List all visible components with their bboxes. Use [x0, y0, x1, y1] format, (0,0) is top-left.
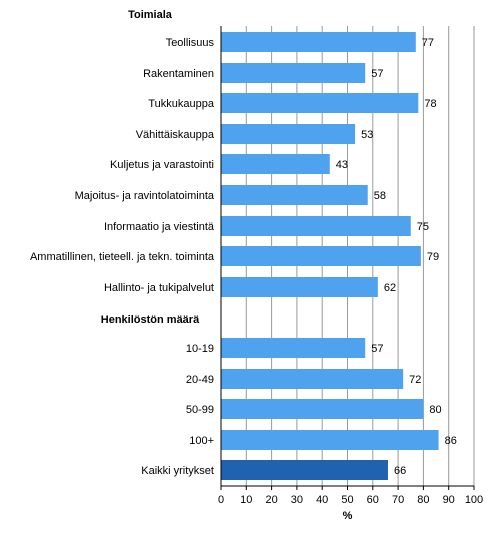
- bar: [221, 154, 330, 174]
- x-tick-label: 100: [465, 494, 483, 506]
- data-label: 66: [394, 465, 406, 477]
- bar: [221, 246, 421, 266]
- category-label: 10-19: [186, 343, 214, 355]
- bar: [221, 63, 366, 83]
- x-tick-label: 70: [392, 494, 404, 506]
- bar: [221, 399, 424, 419]
- data-label: 57: [371, 68, 383, 80]
- bar: [221, 216, 411, 236]
- category-label: Teollisuus: [166, 37, 215, 49]
- category-label: 20-49: [186, 374, 214, 386]
- bar: [221, 430, 439, 450]
- bar: [221, 185, 368, 205]
- bar: [221, 32, 416, 52]
- bar: [221, 277, 378, 297]
- category-label: Majoitus- ja ravintolatoiminta: [75, 190, 215, 202]
- category-label: Rakentaminen: [143, 68, 214, 80]
- data-label: 57: [371, 343, 383, 355]
- bar: [221, 369, 404, 389]
- group-label: Toimiala: [128, 9, 173, 21]
- data-label: 86: [445, 435, 457, 447]
- x-tick-label: 30: [291, 494, 303, 506]
- data-label: 80: [429, 404, 441, 416]
- category-label: Ammatillinen, tieteell. ja tekn. toimint…: [30, 251, 215, 263]
- category-label: Tukkukauppa: [148, 98, 215, 110]
- x-tick-label: 90: [443, 494, 455, 506]
- x-axis-title: %: [343, 510, 353, 522]
- category-label: Informaatio ja viestintä: [104, 221, 215, 233]
- data-label: 53: [361, 129, 373, 141]
- bar: [221, 93, 419, 113]
- bar: [221, 124, 356, 144]
- data-label: 72: [409, 374, 421, 386]
- data-label: 43: [336, 159, 348, 171]
- bar: [221, 338, 366, 358]
- x-tick-label: 0: [218, 494, 224, 506]
- x-tick-label: 20: [265, 494, 277, 506]
- group-label: Henkilöstön määrä: [101, 314, 200, 326]
- x-tick-label: 10: [240, 494, 252, 506]
- x-tick-label: 40: [316, 494, 328, 506]
- category-label: Vähittäiskauppa: [136, 129, 215, 141]
- data-label: 58: [374, 190, 386, 202]
- category-label: Kuljetus ja varastointi: [110, 159, 214, 171]
- bar: [221, 460, 388, 480]
- category-label: Kaikki yritykset: [141, 465, 214, 477]
- x-tick-label: 80: [417, 494, 429, 506]
- data-label: 75: [417, 221, 429, 233]
- category-label: Hallinto- ja tukipalvelut: [104, 282, 214, 294]
- data-label: 62: [384, 282, 396, 294]
- x-tick-label: 50: [341, 494, 353, 506]
- data-label: 79: [427, 251, 439, 263]
- category-label: 100+: [189, 435, 214, 447]
- category-label: 50-99: [186, 404, 214, 416]
- x-tick-label: 60: [367, 494, 379, 506]
- data-label: 77: [422, 37, 434, 49]
- data-label: 78: [424, 98, 436, 110]
